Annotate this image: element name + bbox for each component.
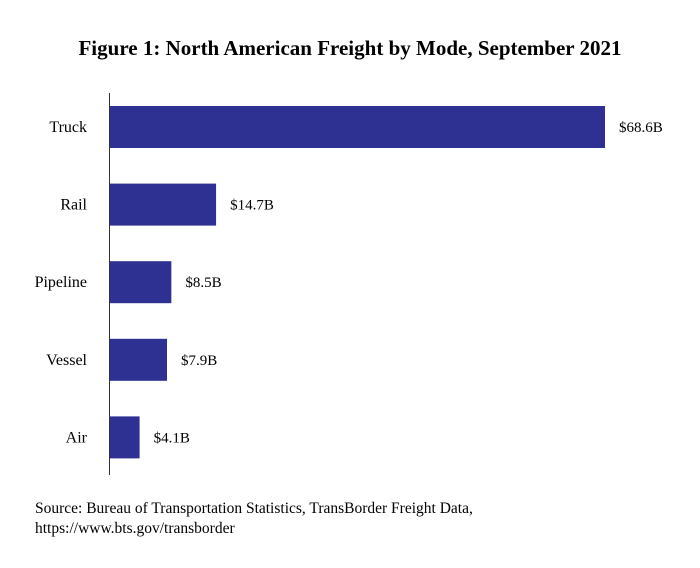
category-label-rail: Rail <box>60 197 87 214</box>
chart-title: Figure 1: North American Freight by Mode… <box>78 36 622 60</box>
source-line-2: https://www.bts.gov/transborder <box>35 520 235 537</box>
category-label-pipeline: Pipeline <box>35 274 87 291</box>
data-label-air: $4.1B <box>154 430 190 446</box>
category-label-truck: Truck <box>49 119 87 136</box>
data-label-vessel: $7.9B <box>181 353 217 369</box>
data-label-rail: $14.7B <box>230 198 274 214</box>
bar-vessel <box>110 338 168 381</box>
bar-air <box>110 416 140 459</box>
data-label-pipeline: $8.5B <box>185 275 221 291</box>
data-label-truck: $68.6B <box>619 120 663 136</box>
source-note: Source: Bureau of Transportation Statist… <box>35 499 675 539</box>
bar-pipeline <box>110 261 172 304</box>
category-label-vessel: Vessel <box>46 352 87 369</box>
bar-rail <box>110 183 217 226</box>
bar-truck <box>110 106 605 148</box>
category-label-air: Air <box>66 429 88 446</box>
source-line-1: Source: Bureau of Transportation Statist… <box>35 500 473 517</box>
